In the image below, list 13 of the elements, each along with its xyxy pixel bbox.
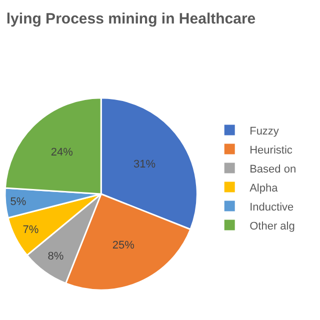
legend-label: Based on (250, 163, 296, 176)
legend-label: Alpha (250, 182, 279, 194)
legend-label: Other alg (250, 220, 295, 232)
data-label: 31% (133, 158, 156, 170)
legend-label: Fuzzy (250, 125, 280, 138)
chart-title: lying Process mining in Healthcare (6, 10, 256, 28)
data-label: 5% (10, 196, 26, 208)
legend-label: Inductive (250, 201, 294, 214)
data-label: 24% (50, 146, 74, 158)
data-label: 7% (22, 224, 39, 236)
data-label: 8% (48, 250, 64, 262)
data-label: 25% (112, 240, 135, 252)
legend-label: Heuristic (250, 144, 293, 156)
